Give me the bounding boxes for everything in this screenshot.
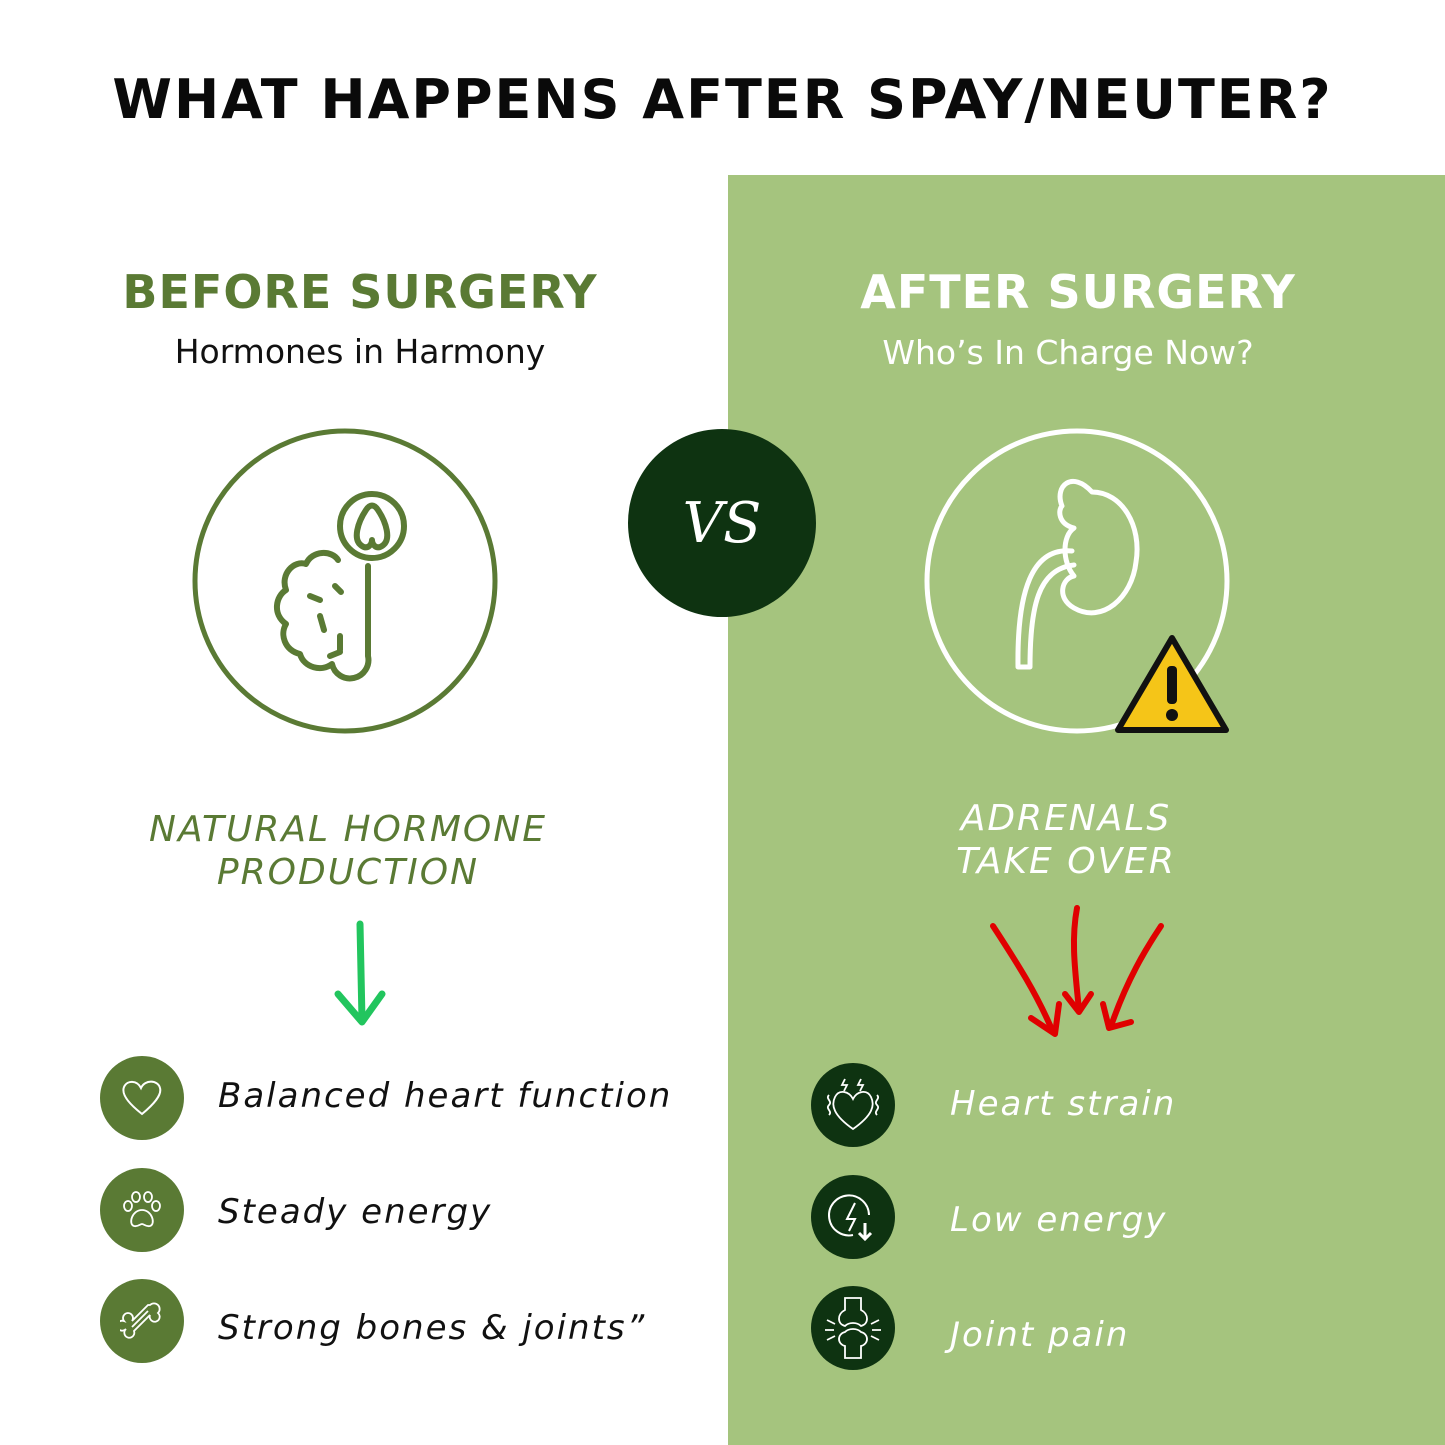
joint-pain-icon (811, 1286, 895, 1370)
before-result-line2: PRODUCTION (216, 852, 480, 893)
after-item-label: Low energy (950, 1200, 1168, 1240)
paw-icon (100, 1168, 184, 1252)
after-item-label: Joint pain (950, 1315, 1130, 1355)
warning-icon (1115, 635, 1229, 733)
before-result-line1: NATURAL HORMONE (149, 809, 547, 850)
before-item-label: Strong bones & joints” (218, 1308, 647, 1348)
after-heading: AFTER SURGERY (860, 265, 1296, 319)
after-result-line1: ADRENALS (960, 798, 1172, 839)
low-energy-icon (811, 1175, 895, 1259)
before-result-text: NATURAL HORMONE PRODUCTION (68, 808, 628, 894)
after-item-label: Heart strain (950, 1084, 1177, 1124)
down-arrows-red-icon (990, 905, 1164, 1037)
before-subheading: Hormones in Harmony (174, 332, 546, 371)
brain-pituitary-icon (192, 428, 498, 734)
bone-icon (100, 1279, 184, 1363)
vs-label: VS (682, 490, 762, 556)
before-heading: BEFORE SURGERY (122, 265, 598, 319)
heart-strain-icon (811, 1063, 895, 1147)
after-result-line2: TAKE OVER (956, 841, 1176, 882)
heart-icon (100, 1056, 184, 1140)
before-item-label: Balanced heart function (218, 1076, 673, 1116)
after-result-text: ADRENALS TAKE OVER (786, 797, 1346, 883)
down-arrow-green-icon (334, 920, 386, 1026)
after-subheading: Who’s In Charge Now? (882, 333, 1254, 372)
before-item-label: Steady energy (218, 1192, 493, 1232)
vs-badge: VS (628, 429, 816, 617)
kidney-adrenal-icon (924, 428, 1230, 734)
page-title: WHAT HAPPENS AFTER SPAY/NEUTER? (112, 68, 1333, 131)
